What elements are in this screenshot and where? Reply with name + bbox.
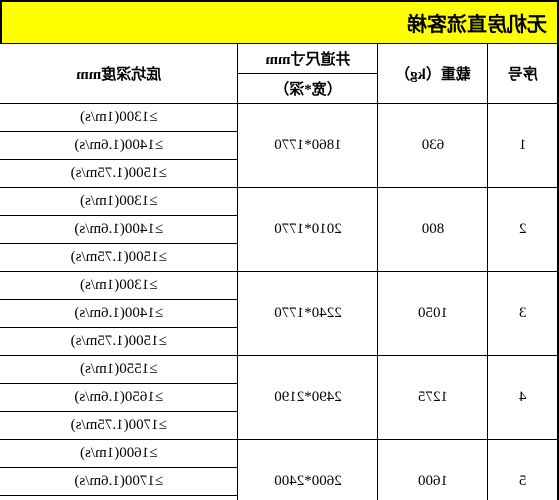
cell-depth: ≥1300(1m/s): [0, 188, 238, 216]
title-bar: 无机房直流客梯: [0, 0, 559, 43]
cell-depth: ≥1500(1.75m/s): [0, 328, 238, 356]
table-body: 1 630 1860*1770 ≥1300(1m/s) ≥1400(1.6m/s…: [0, 104, 558, 500]
cell-load: 1600: [378, 440, 488, 500]
header-depth: 底坑深度mm: [0, 44, 238, 104]
cell-depth: ≥1500(1.75m/s): [0, 160, 238, 188]
cell-depth: ≥1400(1.6m/s): [0, 300, 238, 328]
cell-depth: ≥1300(1m/s): [0, 272, 238, 300]
table-row: 4 1275 2490*2190 ≥1550(1m/s): [0, 356, 558, 384]
cell-depth: ≥1650(1.6m/s): [0, 384, 238, 412]
header-load: 载重（kg）: [378, 44, 488, 104]
cell-depth: ≥1750(1.75m/s): [0, 496, 238, 500]
cell-seq: 2: [488, 188, 558, 272]
cell-load: 630: [378, 104, 488, 188]
cell-depth: ≥1400(1.6m/s): [0, 216, 238, 244]
cell-well: 2240*1770: [238, 272, 378, 356]
title-text: 无机房直流客梯: [407, 14, 547, 36]
cell-depth: ≥1700(1.6m/s): [0, 468, 238, 496]
cell-load: 1275: [378, 356, 488, 440]
cell-depth: ≥1600(1m/s): [0, 440, 238, 468]
table-row: 1 630 1860*1770 ≥1300(1m/s): [0, 104, 558, 132]
header-well-lower: （宽*深）: [238, 74, 378, 104]
cell-seq: 5: [488, 440, 558, 500]
table-row: 5 1600 2600*2400 ≥1600(1m/s): [0, 440, 558, 468]
header-well-upper: 井道尺寸mm: [238, 44, 378, 74]
cell-depth: ≥1550(1m/s): [0, 356, 238, 384]
cell-seq: 4: [488, 356, 558, 440]
cell-well: 2490*2190: [238, 356, 378, 440]
cell-depth: ≥1300(1m/s): [0, 104, 238, 132]
cell-well: 2600*2400: [238, 440, 378, 500]
table-row: 2 800 2010*1770 ≥1300(1m/s): [0, 188, 558, 216]
cell-seq: 3: [488, 272, 558, 356]
cell-load: 800: [378, 188, 488, 272]
cell-depth: ≥1400(1.6m/s): [0, 132, 238, 160]
table-row: 3 1050 2240*1770 ≥1300(1m/s): [0, 272, 558, 300]
cell-seq: 1: [488, 104, 558, 188]
header-seq: 序号: [488, 44, 558, 104]
cell-depth: ≥1500(1.75m/s): [0, 244, 238, 272]
cell-load: 1050: [378, 272, 488, 356]
cell-well: 1860*1770: [238, 104, 378, 188]
cell-well: 2010*1770: [238, 188, 378, 272]
cell-depth: ≥1700(1.75m/s): [0, 412, 238, 440]
spec-table: 序号 载重（kg） 井道尺寸mm 底坑深度mm （宽*深） 1 630 1860…: [0, 43, 559, 500]
